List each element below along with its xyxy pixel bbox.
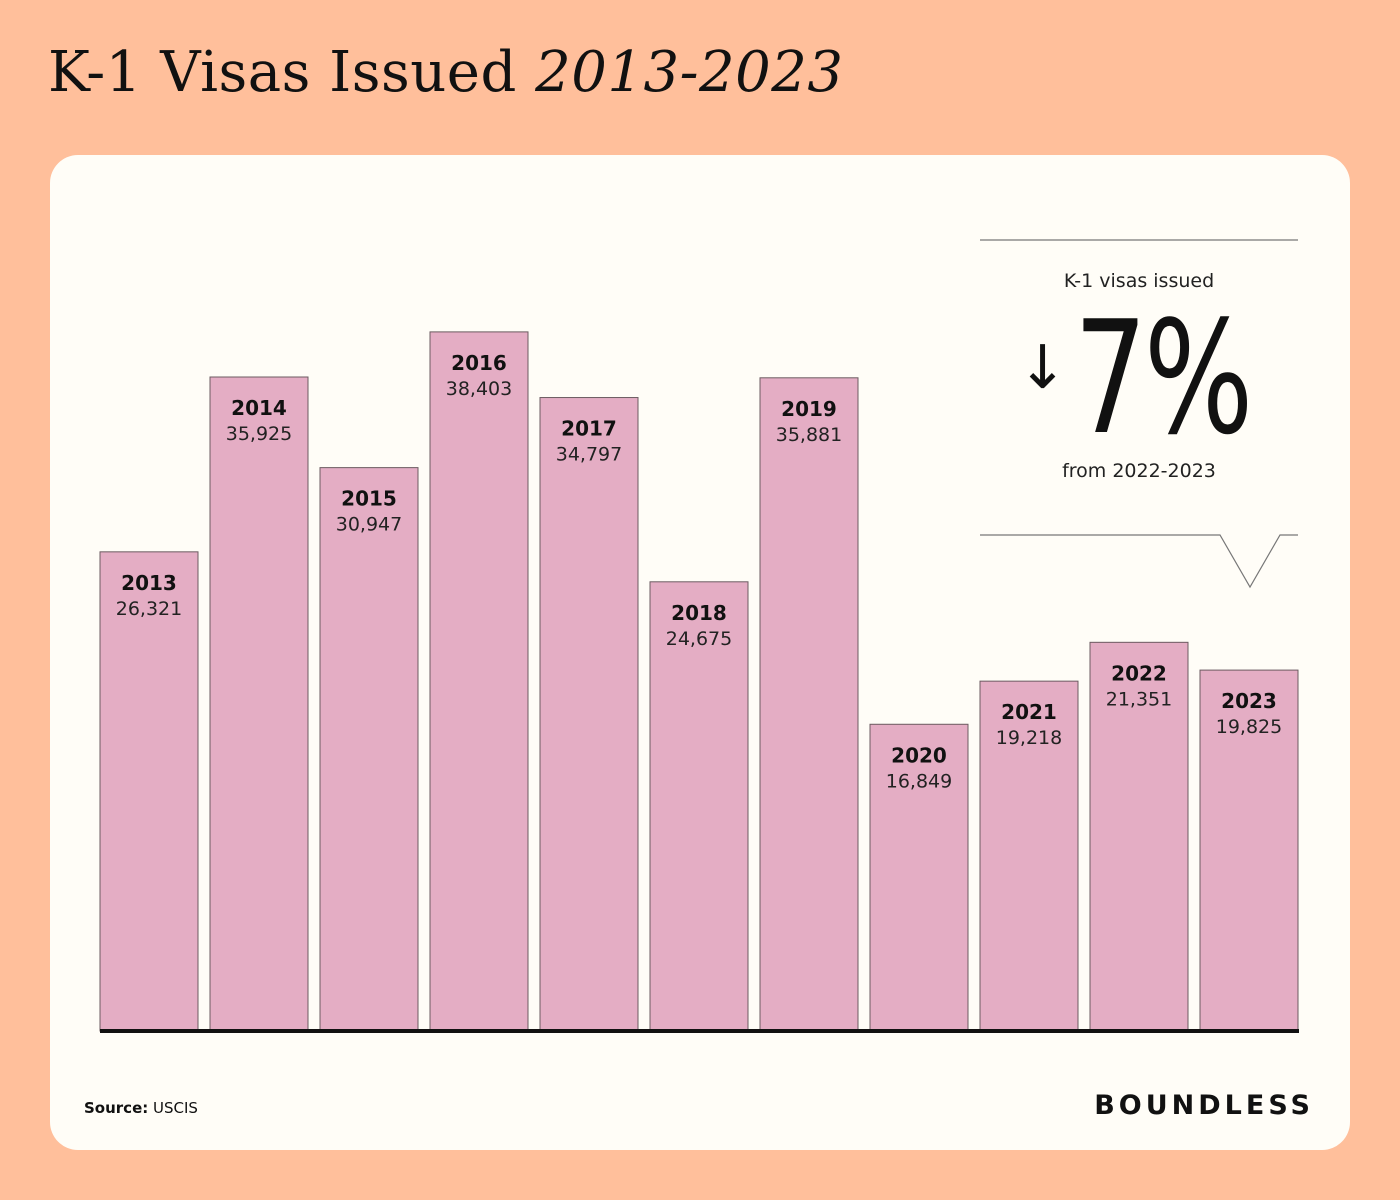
bar-year-label: 2015 — [341, 487, 397, 511]
bar-year-label: 2019 — [781, 397, 837, 421]
change-percent: 7% — [1074, 300, 1250, 456]
brand-logo: BOUNDLESS — [1094, 1090, 1314, 1121]
bar-year-label: 2013 — [121, 571, 177, 595]
callout-stat: ↓ 7% — [980, 298, 1298, 458]
bar-value-label: 21,351 — [1106, 688, 1172, 710]
title-years: 2013-2023 — [535, 40, 843, 105]
bar-value-label: 16,849 — [886, 770, 952, 792]
bar-value-label: 19,825 — [1216, 716, 1282, 738]
title-main: K-1 Visas Issued — [48, 40, 517, 105]
bar-value-label: 19,218 — [996, 727, 1062, 749]
source-note: Source: USCIS — [84, 1099, 198, 1117]
bar-year-label: 2017 — [561, 417, 617, 441]
bar-2015 — [320, 468, 418, 1031]
bar-value-label: 35,925 — [226, 423, 292, 445]
stat-callout: K-1 visas issued ↓ 7% from 2022-2023 — [980, 240, 1298, 482]
bar-2013 — [100, 552, 198, 1031]
source-value: USCIS — [153, 1099, 198, 1117]
arrow-down-icon: ↓ — [1018, 338, 1068, 398]
bar-2016 — [430, 332, 528, 1031]
bar-2019 — [760, 378, 858, 1031]
bar-2017 — [540, 398, 638, 1031]
chart-card: 2013 26,321 2014 35,925 2015 30,947 2016 38,403… — [50, 155, 1350, 1150]
bar-year-label: 2018 — [671, 601, 727, 625]
bar-value-label: 38,403 — [446, 378, 512, 400]
bar-2014 — [210, 377, 308, 1031]
bar-value-label: 35,881 — [776, 424, 842, 446]
bar-year-label: 2021 — [1001, 700, 1057, 724]
bar-year-label: 2023 — [1221, 689, 1277, 713]
bar-value-label: 30,947 — [336, 514, 402, 536]
bar-value-label: 26,321 — [116, 598, 182, 620]
callout-pointer — [980, 535, 1298, 587]
bar-year-label: 2020 — [891, 743, 947, 767]
source-label: Source: — [84, 1099, 148, 1117]
bar-value-label: 34,797 — [556, 444, 622, 466]
bar-year-label: 2016 — [451, 351, 507, 375]
bar-year-label: 2022 — [1111, 661, 1167, 685]
bar-year-label: 2014 — [231, 396, 287, 420]
page-title: K-1 Visas Issued 2013-2023 — [48, 40, 844, 105]
bar-value-label: 24,675 — [666, 628, 732, 650]
